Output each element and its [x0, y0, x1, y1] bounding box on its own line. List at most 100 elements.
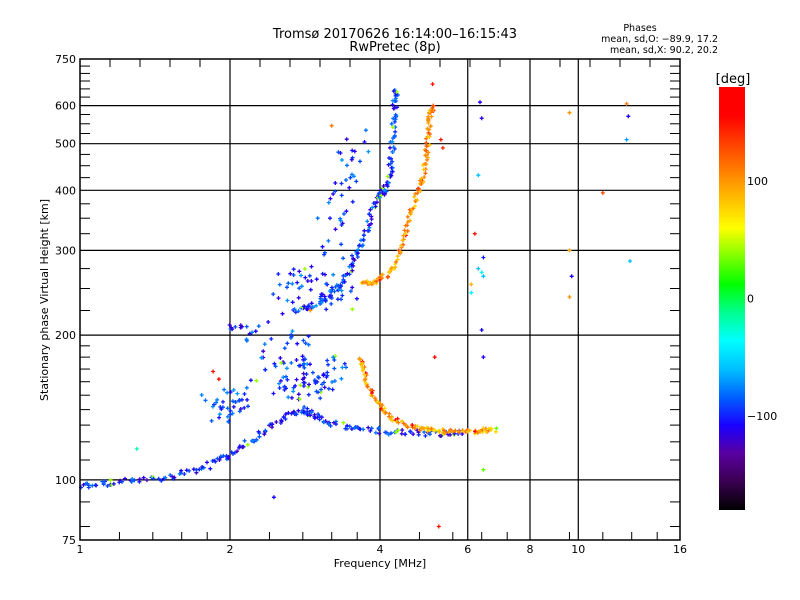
data-point	[151, 476, 156, 481]
colorbar	[719, 87, 745, 510]
data-point	[341, 420, 346, 425]
data-point	[425, 126, 430, 131]
data-point	[324, 375, 329, 380]
y-tick-label: 75	[62, 534, 76, 547]
data-point	[235, 391, 240, 396]
data-point	[340, 158, 344, 162]
data-point	[390, 139, 395, 144]
data-point	[394, 259, 399, 264]
data-point	[229, 325, 234, 330]
colorbar-tick-label: 0	[747, 293, 754, 306]
y-tick-label: 100	[55, 474, 76, 487]
data-point	[301, 380, 306, 385]
data-point	[335, 297, 340, 302]
data-point	[208, 466, 213, 471]
data-point	[318, 296, 323, 301]
data-point	[314, 303, 319, 308]
data-point	[219, 407, 224, 412]
data-point	[369, 426, 374, 431]
data-point	[350, 268, 355, 273]
data-point	[345, 163, 349, 168]
data-point	[182, 472, 187, 476]
data-point	[344, 209, 349, 214]
data-point	[369, 388, 374, 393]
data-point	[292, 307, 297, 312]
data-point	[283, 417, 288, 421]
data-point	[238, 325, 243, 330]
data-point	[328, 196, 333, 201]
colorbar-label: [deg]	[716, 72, 751, 87]
data-point	[225, 406, 230, 411]
data-point	[376, 276, 381, 281]
data-point	[363, 128, 368, 133]
y-tick-labels: 75 100 200 300 400 500 600 750	[55, 53, 76, 547]
data-point	[329, 301, 334, 306]
data-point	[393, 262, 398, 267]
data-point	[271, 495, 276, 500]
x-tick-label: 6	[464, 543, 471, 556]
data-point	[374, 279, 379, 284]
data-point	[303, 341, 308, 346]
data-point	[330, 387, 335, 392]
data-point	[405, 214, 410, 219]
data-point	[279, 360, 284, 365]
data-point	[481, 255, 486, 260]
data-point	[387, 411, 392, 416]
data-point	[282, 385, 287, 389]
data-point	[350, 199, 355, 204]
data-point	[297, 286, 302, 291]
data-point	[401, 233, 406, 238]
data-point	[381, 184, 386, 188]
data-point	[301, 361, 306, 366]
data-point	[261, 349, 266, 354]
data-point	[253, 329, 258, 334]
data-point	[306, 334, 311, 339]
data-point	[423, 153, 428, 158]
data-point	[320, 271, 325, 276]
data-point	[340, 365, 345, 370]
data-point	[453, 428, 458, 433]
data-point	[329, 285, 334, 290]
data-point	[424, 148, 429, 153]
data-point	[428, 124, 433, 129]
data-point	[392, 133, 397, 138]
data-point	[334, 422, 338, 427]
data-point	[199, 393, 204, 397]
data-point	[259, 355, 264, 360]
data-point	[297, 397, 302, 401]
data-point	[339, 193, 344, 198]
data-point	[469, 282, 474, 287]
data-point	[325, 370, 330, 375]
data-point	[328, 216, 332, 221]
data-point	[230, 399, 235, 404]
data-point	[132, 478, 137, 483]
data-point	[344, 365, 348, 370]
data-point	[244, 338, 249, 343]
data-point	[461, 429, 466, 434]
data-point	[309, 264, 314, 269]
data-point	[301, 357, 306, 362]
data-point	[400, 428, 405, 432]
data-point	[405, 220, 410, 224]
data-point	[286, 281, 291, 286]
data-point	[427, 132, 432, 136]
data-point	[349, 427, 354, 431]
data-point	[412, 204, 417, 209]
data-point	[297, 269, 302, 274]
data-point	[315, 216, 320, 221]
data-point	[320, 244, 325, 249]
data-point	[277, 282, 282, 287]
data-point	[228, 390, 233, 394]
data-point	[226, 419, 231, 424]
data-point	[332, 358, 337, 362]
data-point	[423, 171, 428, 176]
data-point	[306, 304, 311, 309]
data-point	[382, 188, 387, 193]
data-point	[362, 140, 367, 144]
data-point	[319, 387, 324, 392]
data-point	[191, 467, 196, 472]
data-point	[312, 378, 317, 383]
data-point	[316, 375, 321, 380]
data-point	[484, 429, 489, 434]
data-point	[242, 392, 247, 396]
